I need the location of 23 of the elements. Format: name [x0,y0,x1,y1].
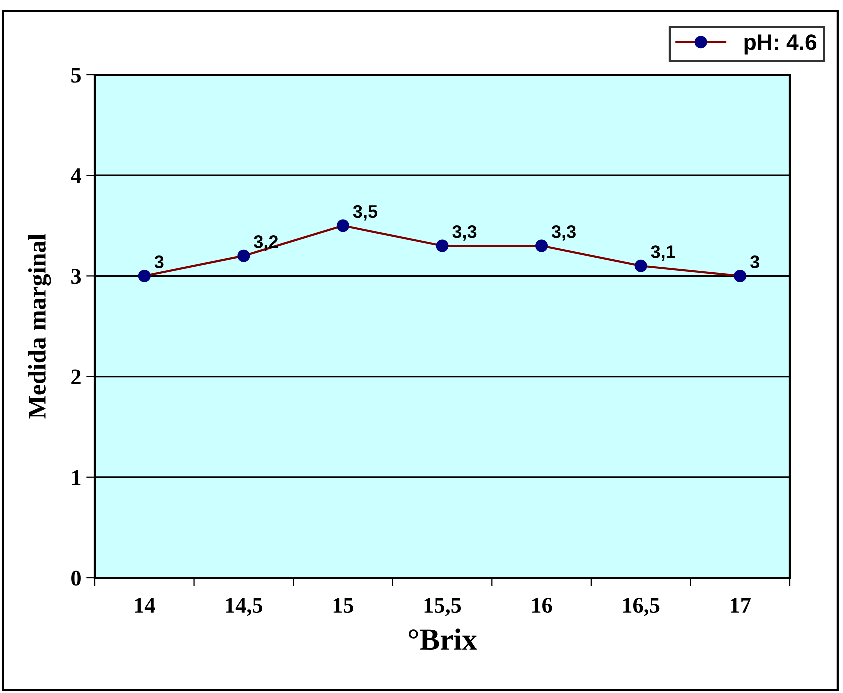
x-tick-label: 15,5 [424,598,462,616]
data-label: 3,3 [452,226,477,241]
data-label: 3,5 [353,205,378,221]
x-tick-label: 17 [731,598,751,613]
y-tick-label: 0 [72,570,81,586]
y-tick-label: 1 [72,470,81,486]
x-tick-label: 14,5 [226,598,263,616]
x-tick-label: 16,5 [623,598,660,616]
x-tick-label: 16 [532,598,552,614]
y-tick-label: 2 [72,370,81,385]
x-tick-label: 14 [135,598,156,613]
data-label: 3 [154,256,164,268]
data-label: 3,2 [254,236,278,251]
y-tick-label: 4 [71,168,82,184]
x-tick-label: 15 [334,598,354,614]
data-label: 3,3 [552,226,576,241]
y-axis-title: Medida marginal [28,234,52,419]
legend-label: pH: 4.6 [744,34,817,55]
y-tick-label: 3 [72,269,82,284]
data-label: 3 [750,256,760,268]
x-axis-title: °Brix [408,628,478,650]
y-tick-label: 5 [72,68,81,83]
data-label: 3,1 [651,246,676,262]
